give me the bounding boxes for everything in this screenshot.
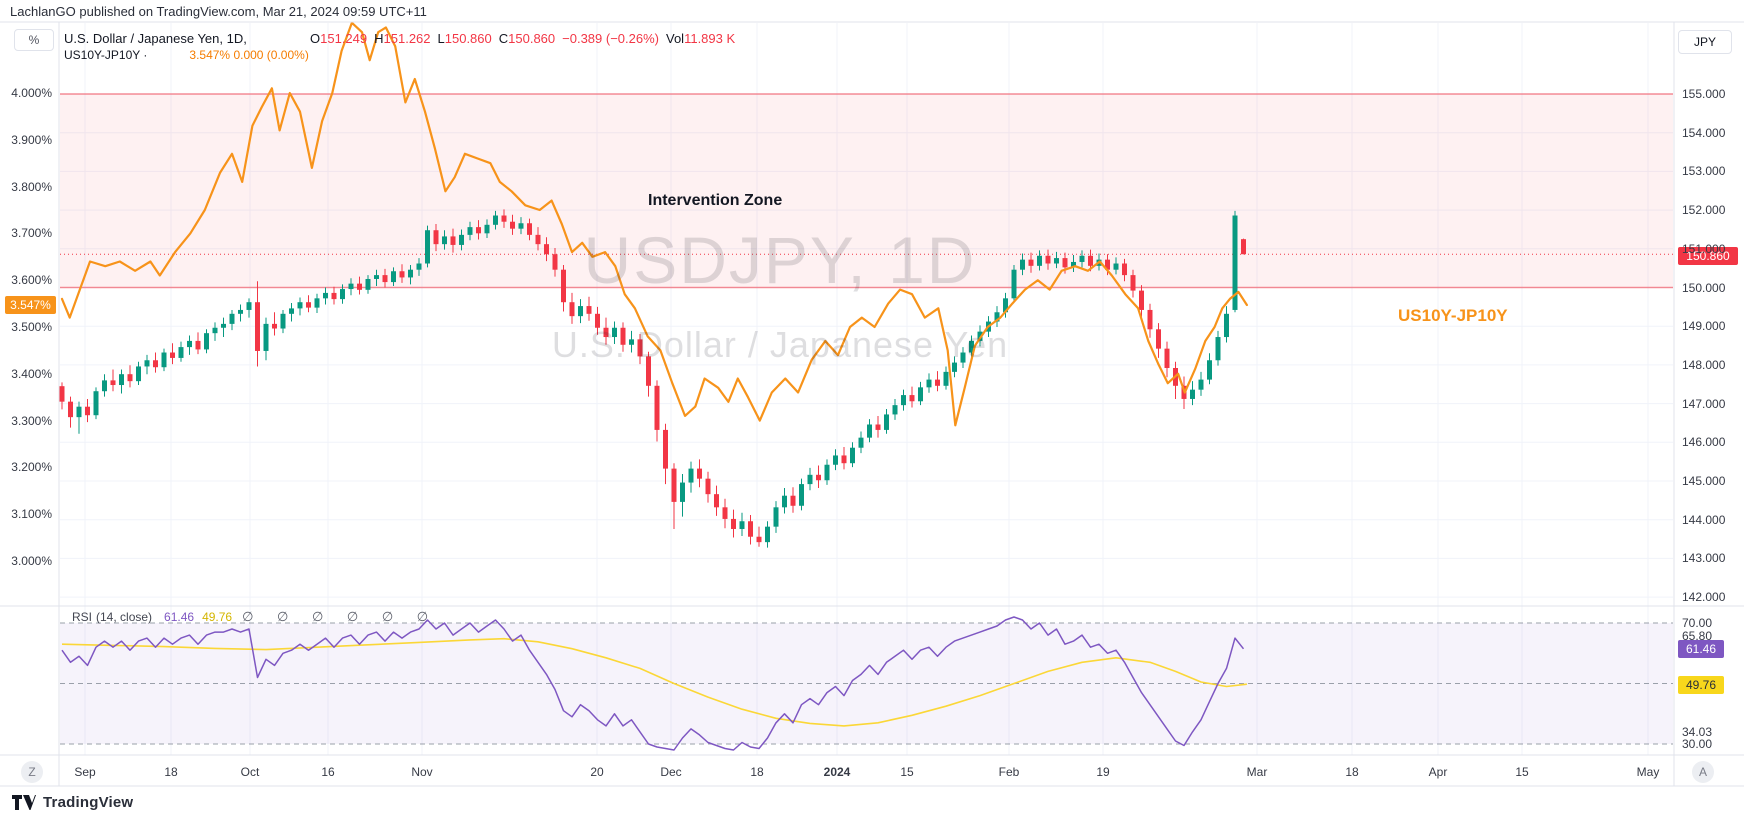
time-tick-label: Sep	[74, 765, 96, 779]
rsi-line	[61, 616, 1245, 751]
tradingview-logo-text: TradingView	[43, 794, 134, 811]
ohlc-close: C150.860	[498, 31, 556, 46]
price-tick-label: 155.000	[1682, 87, 1726, 101]
candlestick-series	[59, 209, 1246, 548]
rsi-tick-label: 30.00	[1682, 737, 1713, 751]
symbol-header-row: U.S. Dollar / Japanese Yen, 1D, O151.249…	[64, 31, 742, 46]
current-price-badge: 150.860	[1678, 247, 1738, 265]
percent-tick-label: 3.300%	[11, 413, 52, 428]
indicator-title[interactable]: US10Y-JP10Y ·	[64, 48, 148, 62]
intervention-zone	[60, 94, 1673, 288]
time-tick-label: Dec	[660, 765, 682, 779]
time-tick-label: Apr	[1428, 765, 1448, 779]
left-scale-mode-button[interactable]: %	[14, 29, 54, 51]
indicator-header-row: US10Y-JP10Y · 3.547% 0.000 (0.00%)	[64, 48, 309, 62]
publish-line: LachlanGO published on TradingView.com, …	[10, 4, 427, 19]
price-tick-label: 148.000	[1682, 357, 1726, 372]
percent-tick-label: 3.400%	[11, 366, 52, 381]
intervention-zone-label: Intervention Zone	[648, 192, 783, 209]
price-tick-label: 144.000	[1682, 512, 1726, 527]
price-tick-label: 146.000	[1682, 435, 1726, 450]
tradingview-logo[interactable]: TradingView	[12, 794, 133, 811]
time-tick-label: 18	[164, 765, 178, 779]
percent-tick-label: 3.900%	[11, 132, 52, 147]
price-change: −0.389 (−0.26%)	[562, 31, 659, 46]
ohlc-low: L150.860	[437, 31, 492, 46]
rsi-tick-label: 70.00	[1682, 616, 1713, 630]
rsi-legend[interactable]: RSI (14, close) 61.46 49.76 ∅ ∅ ∅ ∅ ∅ ∅	[72, 609, 438, 625]
price-tick-label: 147.000	[1682, 396, 1726, 411]
time-tick-label: Feb	[998, 765, 1020, 779]
price-tick-label: 154.000	[1682, 125, 1726, 140]
time-tick-label: 2024	[823, 765, 851, 779]
time-tick-label: 20	[590, 765, 604, 779]
time-tick-label: 15	[1515, 765, 1529, 779]
right-scale-currency-button[interactable]: JPY	[1678, 30, 1732, 54]
auto-scale-button[interactable]: A	[1692, 761, 1714, 783]
price-tick-label: 145.000	[1682, 474, 1726, 488]
rsi-legend-title: RSI	[72, 610, 93, 624]
price-tick-label: 151.000	[1682, 241, 1726, 256]
price-tick-label: 143.000	[1682, 551, 1726, 566]
rsi-legend-params: (14, close)	[96, 610, 153, 624]
rsi-tick-label: 65.80	[1682, 628, 1713, 643]
time-tick-label: 18	[750, 765, 764, 779]
rsi-value-badge: 61.46	[1678, 640, 1724, 658]
timezone-button[interactable]: Z	[21, 761, 43, 783]
price-tick-label: 149.000	[1682, 319, 1726, 334]
percent-tick-label: 4.000%	[11, 86, 52, 100]
time-tick-label: 18	[1345, 765, 1359, 779]
time-tick-label: 15	[900, 765, 914, 779]
spread-series-label: US10Y-JP10Y	[1398, 306, 1508, 325]
rsi-legend-value: 61.46	[164, 610, 195, 624]
price-tick-label: 153.000	[1682, 164, 1726, 179]
time-tick-label: Nov	[411, 765, 433, 779]
spread-line	[60, 21, 1249, 427]
percent-tick-label: 3.100%	[11, 507, 52, 522]
time-tick-label: 16	[321, 765, 335, 779]
rsi-tick-label: 34.03	[1682, 724, 1713, 739]
percent-tick-label: 3.700%	[11, 226, 52, 241]
price-tick-label: 150.000	[1682, 280, 1726, 295]
rsi-ma-legend-value: 49.76	[202, 610, 233, 624]
time-tick-label: Oct	[240, 765, 260, 779]
time-tick-label: Mar	[1246, 765, 1268, 779]
time-tick-label: May	[1636, 765, 1660, 779]
percent-tick-label: 3.200%	[11, 460, 52, 475]
symbol-title[interactable]: U.S. Dollar / Japanese Yen, 1D,	[64, 31, 247, 46]
price-tick-label: 142.000	[1682, 590, 1726, 605]
current-spread-badge: 3.547%	[5, 296, 56, 314]
price-tick-label: 152.000	[1682, 203, 1726, 218]
percent-tick-label: 3.800%	[11, 179, 52, 194]
percent-tick-label: 3.600%	[11, 273, 52, 288]
ohlc-high: H151.262	[374, 31, 431, 46]
time-tick-label: 19	[1096, 765, 1110, 779]
ohlc-open: O151.249	[310, 31, 368, 46]
percent-tick-label: 3.500%	[11, 320, 52, 334]
volume: Vol11.893 K	[666, 31, 736, 46]
tradingview-logo-icon	[12, 795, 36, 810]
rsi-legend-empty-icons: ∅ ∅ ∅ ∅ ∅ ∅	[242, 609, 439, 624]
indicator-values: 3.547% 0.000 (0.00%)	[189, 48, 309, 62]
percent-tick-label: 3.000%	[11, 554, 52, 568]
rsi-ma-value-badge: 49.76	[1678, 676, 1724, 694]
